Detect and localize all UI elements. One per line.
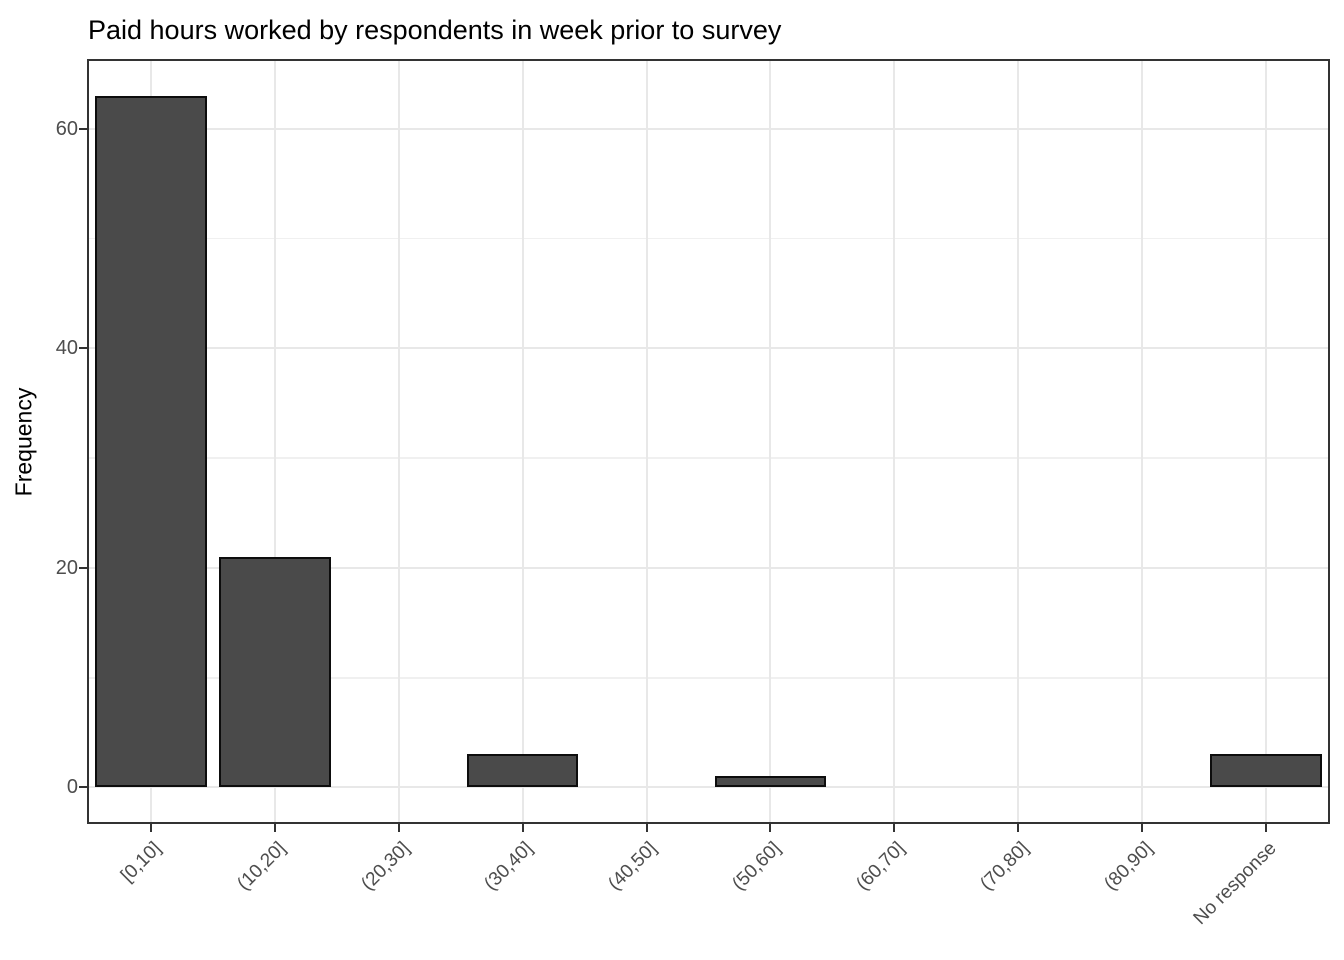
y-major-gridline [89, 127, 1328, 130]
chart-title: Paid hours worked by respondents in week… [88, 15, 782, 45]
y-tick-label: 60 [55, 117, 78, 140]
x-tick-label: (50,60] [728, 838, 786, 895]
x-tick-label: (20,30] [356, 838, 414, 895]
x-axis-tick [1265, 824, 1268, 832]
x-axis-tick [893, 824, 896, 832]
y-minor-gridline [89, 677, 1328, 679]
x-tick-label: [0,10] [117, 838, 166, 887]
x-axis-tick [397, 824, 400, 832]
x-tick-label: (40,50] [604, 838, 662, 895]
y-tick-label: 0 [66, 776, 78, 799]
y-tick-label: 40 [55, 337, 78, 360]
x-tick-label: (60,70] [852, 838, 910, 895]
x-tick-label: (80,90] [1100, 838, 1157, 895]
x-axis-tick [1141, 824, 1144, 832]
x-tick-label: (70,80] [976, 838, 1034, 895]
y-minor-gridline [89, 457, 1328, 459]
bar [219, 556, 331, 788]
y-major-gridline [89, 347, 1328, 350]
bar [466, 754, 579, 788]
x-major-gridline [1265, 61, 1268, 822]
y-tick-label: 20 [55, 556, 78, 579]
y-axis-tick [79, 786, 87, 789]
x-major-gridline [521, 61, 524, 822]
y-axis-tick [79, 127, 87, 130]
y-major-gridline [89, 566, 1328, 569]
x-axis-tick [273, 824, 276, 832]
x-axis-tick [1017, 824, 1020, 832]
y-major-gridline [89, 786, 1328, 789]
x-tick-label: (10,20] [233, 838, 290, 895]
y-minor-gridline [89, 237, 1328, 240]
x-axis-tick [149, 824, 152, 832]
x-major-gridline [1141, 61, 1144, 822]
y-axis-tick [79, 347, 87, 350]
x-major-gridline [769, 61, 772, 822]
x-major-gridline [645, 61, 648, 822]
x-axis-tick [645, 824, 648, 832]
bar [95, 95, 207, 788]
x-major-gridline [1017, 61, 1020, 822]
x-axis-tick [521, 824, 524, 832]
bar [714, 776, 827, 788]
x-major-gridline [893, 61, 896, 822]
x-tick-label: (30,40] [480, 838, 538, 895]
bar [1210, 754, 1322, 788]
x-axis-tick [769, 824, 772, 832]
x-tick-label: No response [1189, 838, 1281, 930]
x-major-gridline [397, 61, 400, 822]
x-major-gridline [273, 61, 276, 822]
y-axis-title: Frequency [10, 387, 37, 497]
y-axis-tick [79, 566, 87, 569]
